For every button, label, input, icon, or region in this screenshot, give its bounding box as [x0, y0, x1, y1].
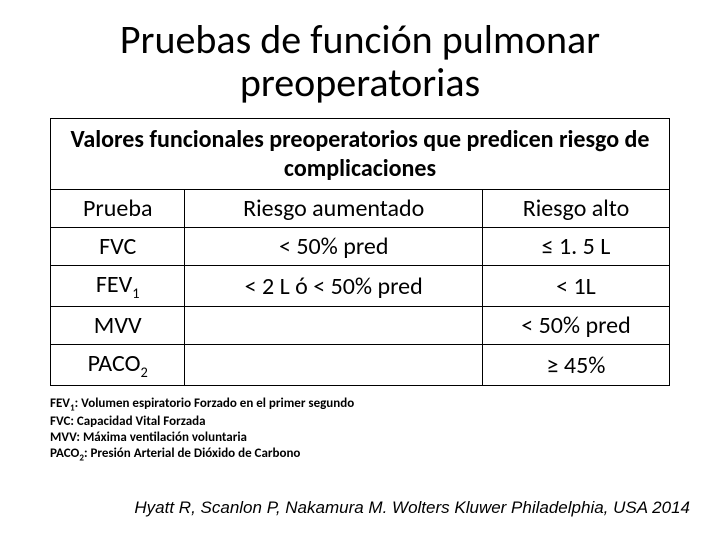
legend-line: FEV1: Volumen espiratorio Forzado en el … — [50, 396, 670, 414]
table-row: FVC < 50% pred ≤ 1. 5 L — [51, 228, 670, 266]
cell-alto: ≤ 1. 5 L — [482, 228, 669, 266]
legend: FEV1: Volumen espiratorio Forzado en el … — [50, 396, 670, 464]
legend-line: PACO2: Presión Arterial de Dióxido de Ca… — [50, 446, 670, 464]
legend-abbr: FEV — [50, 396, 70, 411]
legend-text: : Presión Arterial de Dióxido de Carbono — [84, 446, 300, 461]
table-header-row: Valores funcionales preoperatorios que p… — [51, 119, 670, 190]
table-row: MVV < 50% pred — [51, 307, 670, 345]
cell-aumentado: < 50% pred — [185, 228, 482, 266]
cell-aumentado — [185, 307, 482, 345]
cell-test: MVV — [51, 307, 185, 345]
cell-test: FVC — [51, 228, 185, 266]
col-prueba: Prueba — [51, 190, 185, 228]
cell-test: FEV1 — [51, 266, 185, 307]
cell-aumentado — [185, 345, 482, 386]
legend-text: : Volumen espiratorio Forzado en el prim… — [75, 396, 355, 411]
cell-alto: ≥ 45% — [482, 345, 669, 386]
cell-alto: < 1L — [482, 266, 669, 307]
col-alto: Riesgo alto — [482, 190, 669, 228]
slide: Pruebas de función pulmonar preoperatori… — [0, 0, 720, 540]
table-row: FEV1 < 2 L ó < 50% pred < 1L — [51, 266, 670, 307]
table-header-span: Valores funcionales preoperatorios que p… — [51, 119, 670, 190]
table-column-row: Prueba Riesgo aumentado Riesgo alto — [51, 190, 670, 228]
legend-line: MVV: Máxima ventilación voluntaria — [50, 430, 670, 446]
citation: Hyatt R, Scanlon P, Nakamura M. Wolters … — [134, 498, 690, 518]
cell-test: PACO2 — [51, 345, 185, 386]
legend-abbr: PACO — [50, 446, 79, 461]
col-aumentado: Riesgo aumentado — [185, 190, 482, 228]
cell-alto: < 50% pred — [482, 307, 669, 345]
table-row: PACO2 ≥ 45% — [51, 345, 670, 386]
page-title: Pruebas de función pulmonar preoperatori… — [28, 18, 692, 104]
legend-line: FVC: Capacidad Vital Forzada — [50, 414, 670, 430]
cell-aumentado: < 2 L ó < 50% pred — [185, 266, 482, 307]
pft-table: Valores funcionales preoperatorios que p… — [50, 118, 670, 386]
table-container: Valores funcionales preoperatorios que p… — [50, 118, 670, 386]
